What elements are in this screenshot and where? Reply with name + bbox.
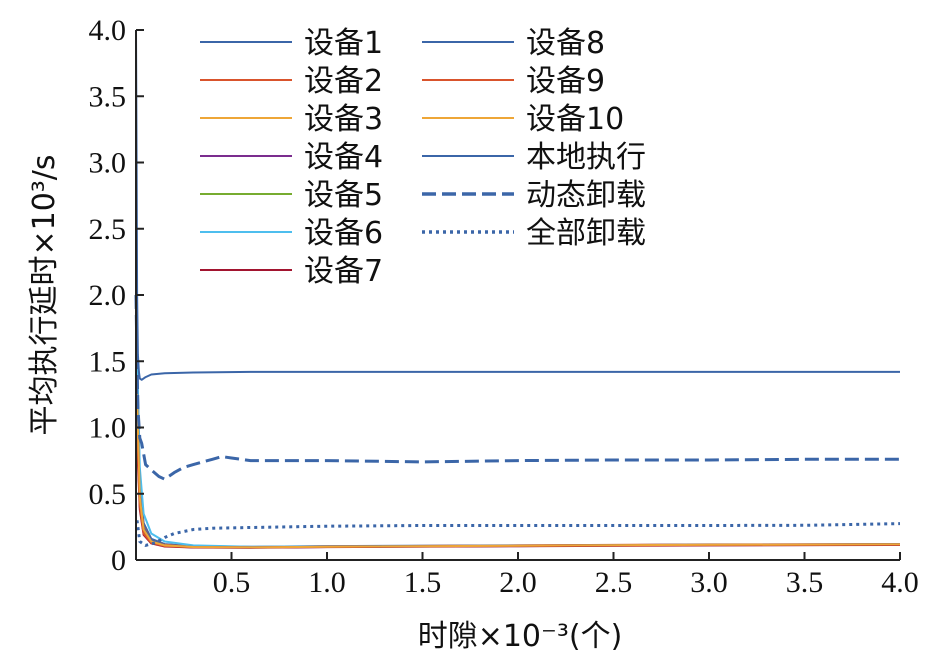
series-line-本地执行 xyxy=(135,29,900,381)
series-line-设备7 xyxy=(136,440,901,549)
series-line-设备8 xyxy=(136,387,901,549)
series-line-设备1 xyxy=(136,347,901,548)
x-tick-label: 2.5 xyxy=(595,566,633,599)
x-tick-label: 3.0 xyxy=(690,566,728,599)
y-tick-label: 1.5 xyxy=(89,345,127,378)
x-tick-label: 0.5 xyxy=(213,566,251,599)
x-tick-label: 4.0 xyxy=(881,566,919,599)
legend-label: 动态卸载 xyxy=(526,178,646,213)
x-ticks: 0.5 1.0 1.5 2.0 2.5 3.0 3.5 4.0 xyxy=(213,552,919,599)
y-tick-label: 0.5 xyxy=(89,478,127,511)
series-line-设备6 xyxy=(136,361,901,548)
legend-label: 设备9 xyxy=(526,64,605,99)
series-line-设备4 xyxy=(136,427,901,549)
x-tick-label: 3.5 xyxy=(786,566,824,599)
x-tick-label: 1.5 xyxy=(404,566,442,599)
series-line-设备5 xyxy=(136,414,901,549)
legend-label: 设备2 xyxy=(304,64,383,99)
legend-label: 设备3 xyxy=(304,102,383,137)
y-tick-label: 4.0 xyxy=(89,14,127,47)
series-line-设备2 xyxy=(136,400,901,548)
y-tick-label: 3.5 xyxy=(89,80,127,113)
legend-label: 设备10 xyxy=(526,102,624,137)
x-tick-label: 2.0 xyxy=(499,566,537,599)
axes xyxy=(135,30,900,561)
y-ticks: 0 0.5 1.0 1.5 2.0 2.5 3.0 3.5 4.0 xyxy=(89,14,144,577)
series-line-动态卸载 xyxy=(134,294,900,481)
series-line-设备10 xyxy=(136,394,901,549)
legend-label: 设备6 xyxy=(304,216,383,251)
y-axis-title: 平均执行延时×10³/s xyxy=(27,154,62,435)
legend-label: 设备4 xyxy=(304,140,383,175)
legend-label: 设备7 xyxy=(304,254,383,289)
series-line-设备9 xyxy=(136,420,901,549)
y-tick-label: 2.5 xyxy=(89,213,127,246)
y-tick-label: 3.0 xyxy=(89,147,127,180)
series-line-全部卸载 xyxy=(135,520,901,547)
legend-label: 设备5 xyxy=(304,178,383,213)
plot-lines xyxy=(134,29,901,549)
legend-label: 全部卸载 xyxy=(526,216,646,251)
y-tick-label: 0 xyxy=(111,544,126,577)
x-tick-label: 1.0 xyxy=(308,566,346,599)
legend-label: 设备1 xyxy=(304,26,383,61)
legend-label: 本地执行 xyxy=(526,140,646,175)
x-axis-title: 时隙×10⁻³(个) xyxy=(418,619,623,654)
y-tick-label: 2.0 xyxy=(89,279,127,312)
y-tick-label: 1.0 xyxy=(89,412,127,445)
legend-label: 设备8 xyxy=(526,26,605,61)
